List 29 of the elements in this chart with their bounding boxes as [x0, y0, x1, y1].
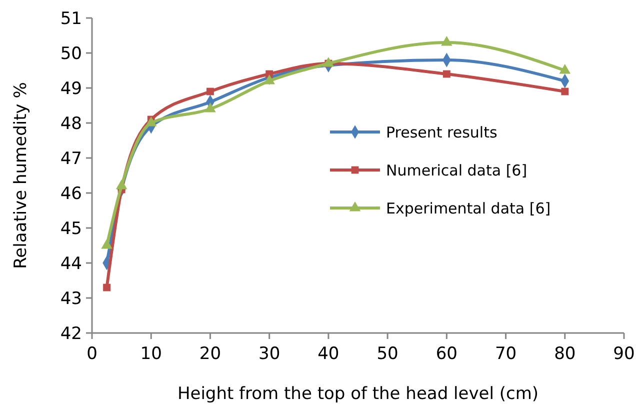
y-tick-label: 46 — [60, 184, 82, 204]
x-tick-label: 90 — [613, 344, 635, 364]
x-tick-label: 60 — [436, 344, 458, 364]
x-tick-label: 0 — [86, 344, 98, 364]
point — [442, 70, 450, 78]
y-tick-label: 45 — [60, 218, 82, 239]
y-axis-title: Relaative humedity % — [11, 82, 31, 269]
x-tick-label: 50 — [376, 344, 398, 364]
point — [561, 88, 569, 96]
point — [103, 284, 110, 292]
y-tick-label: 44 — [60, 254, 82, 274]
x-tick-label: 40 — [318, 344, 340, 364]
y-tick-label: 47 — [60, 148, 82, 169]
y-tick-label: 48 — [60, 114, 82, 134]
y-tick-label: 42 — [60, 324, 82, 344]
x-tick-label: 30 — [258, 344, 280, 364]
y-tick-label: 43 — [60, 288, 82, 309]
point — [206, 88, 214, 96]
y-tick-label: 51 — [60, 8, 82, 29]
legend-label: Numerical data [6] — [386, 161, 528, 180]
y-tick-label: 50 — [60, 44, 82, 64]
x-axis-title: Height from the top of the head level (cm) — [177, 384, 539, 404]
x-tick-label: 20 — [199, 344, 222, 364]
x-tick-label: 70 — [494, 344, 517, 364]
y-tick-label: 49 — [60, 78, 82, 99]
legend-label: Present results — [386, 123, 498, 142]
legend-label: Experimental data [6] — [386, 199, 551, 218]
x-tick-label: 80 — [554, 344, 576, 364]
x-tick-label: 10 — [140, 344, 162, 364]
